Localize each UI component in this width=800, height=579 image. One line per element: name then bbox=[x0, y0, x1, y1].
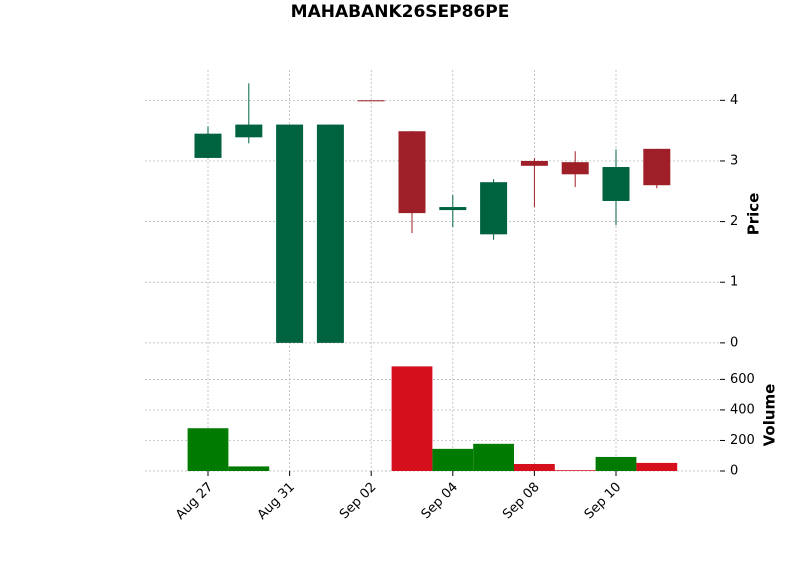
y2-tick-label: 200 bbox=[730, 433, 755, 448]
volume-bar bbox=[228, 466, 270, 471]
volume-bar bbox=[473, 443, 514, 471]
volume-bar bbox=[187, 428, 229, 471]
volume-bar bbox=[554, 470, 596, 471]
candle-body bbox=[520, 160, 548, 166]
candle-body bbox=[194, 133, 222, 158]
y-axis-label: Price bbox=[745, 193, 763, 236]
y-tick-label: 0 bbox=[730, 335, 738, 350]
volume-bar bbox=[514, 463, 555, 471]
y-tick-label: 1 bbox=[730, 275, 738, 290]
candle-body bbox=[561, 162, 589, 175]
candle-body bbox=[276, 124, 304, 343]
candle-body bbox=[439, 207, 467, 211]
y-tick-label: 3 bbox=[730, 153, 738, 168]
y-tick-label: 4 bbox=[730, 93, 738, 108]
volume-bar bbox=[595, 456, 637, 471]
x-tick-label: Aug 27 bbox=[173, 480, 216, 523]
y2-axis-label: Volume bbox=[761, 384, 779, 447]
candle-body bbox=[398, 131, 426, 214]
x-tick-label: Aug 31 bbox=[255, 480, 298, 523]
candle-body bbox=[235, 124, 263, 138]
y2-tick-label: 400 bbox=[730, 402, 755, 417]
candle-body bbox=[357, 100, 385, 102]
chart-title: MAHABANK26SEP86PE bbox=[291, 2, 510, 22]
x-tick-label: Sep 04 bbox=[419, 480, 462, 523]
volume-bar bbox=[636, 462, 678, 471]
x-tick-label: Sep 02 bbox=[337, 480, 380, 523]
candle-body bbox=[316, 124, 344, 343]
y-tick-label: 2 bbox=[730, 214, 738, 229]
y2-tick-label: 0 bbox=[730, 464, 738, 479]
candle-body bbox=[480, 182, 508, 235]
x-tick-label: Sep 08 bbox=[500, 480, 543, 523]
candle-body bbox=[602, 167, 630, 201]
volume-bar bbox=[432, 448, 474, 471]
x-tick-label: Sep 10 bbox=[582, 480, 625, 523]
volume-bar bbox=[391, 366, 433, 471]
candle-body bbox=[643, 148, 671, 186]
y2-tick-label: 600 bbox=[730, 372, 755, 387]
